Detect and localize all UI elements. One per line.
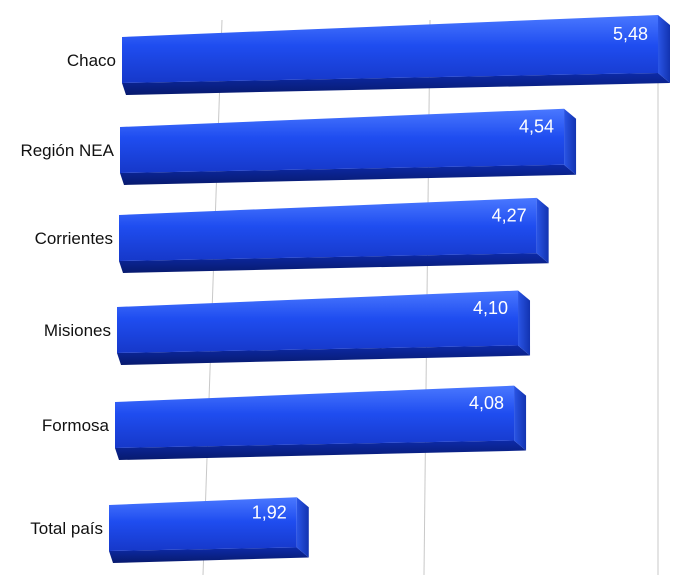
bar-end-cap [564, 108, 577, 175]
bar [115, 385, 515, 448]
data-label: 1,92 [252, 502, 287, 522]
bar [109, 497, 297, 551]
data-label: 4,54 [519, 117, 554, 137]
bar [117, 290, 519, 353]
bar-end-cap [658, 15, 670, 83]
bar-end-cap [296, 497, 309, 558]
bar-bottom-face [117, 345, 531, 365]
gridline [202, 19, 223, 575]
bar-end-cap [518, 290, 531, 356]
bar-end-cap [514, 385, 527, 451]
category-label: Total país [30, 519, 103, 538]
category-label: Región NEA [20, 141, 114, 160]
bar-bottom-face [122, 73, 670, 95]
category-label: Formosa [42, 416, 110, 435]
bars [109, 15, 670, 563]
bar-bottom-face [120, 164, 577, 185]
bar [120, 108, 565, 173]
data-label: 5,48 [613, 24, 648, 44]
bar [119, 197, 537, 261]
category-label: Chaco [67, 51, 116, 70]
bar-bottom-face [115, 440, 527, 460]
data-label: 4,08 [469, 393, 504, 413]
category-label: Corrientes [35, 229, 113, 248]
bar-bottom-face [109, 547, 309, 563]
data-label: 4,27 [492, 206, 527, 226]
data-label: 4,10 [473, 298, 508, 318]
bar-bottom-face [119, 253, 549, 273]
bar-end-cap [536, 197, 549, 264]
bar [122, 15, 658, 83]
labels: Chaco 5,48 Región NEA 4,54 Corrientes 4,27 Mis… [20, 24, 648, 538]
category-label: Misiones [44, 321, 111, 340]
